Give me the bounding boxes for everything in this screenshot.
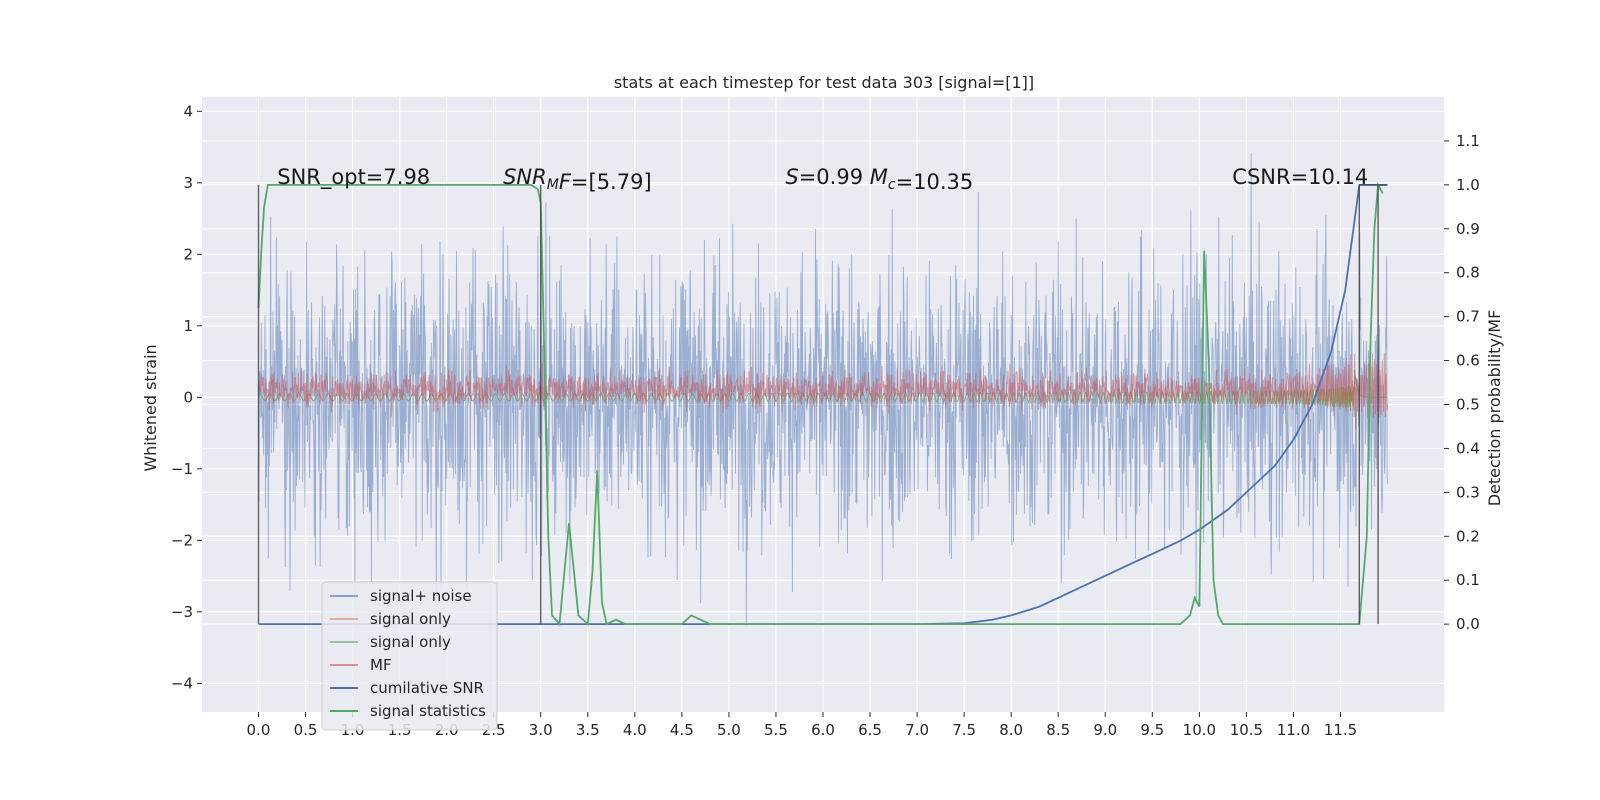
- legend: signal+ noise signal only signal only MF cum…: [321, 581, 498, 731]
- series-layer: [257, 153, 1388, 627]
- y-tick-label: −1: [171, 460, 193, 478]
- x-tick-label: 11.0: [1277, 721, 1310, 739]
- legend-entry: MF: [370, 656, 392, 674]
- x-tick-label: 4.5: [670, 721, 694, 739]
- y-tick-label: 4: [183, 102, 193, 120]
- series-signal-statistics: [257, 181, 1384, 627]
- legend-entry: cumilative SNR: [370, 679, 484, 697]
- x-tick-label: 4.0: [623, 721, 647, 739]
- x-tick-label: 8.5: [1046, 721, 1070, 739]
- legend-entry: signal statistics: [370, 702, 486, 720]
- annotation: SNRMF=[5.79]: [503, 165, 652, 194]
- legend-entry: signal only: [370, 633, 451, 651]
- x-tick-label: 10.5: [1230, 721, 1263, 739]
- annotation: CSNR=10.14: [1232, 165, 1368, 189]
- y2-tick-label: 0.8: [1456, 264, 1480, 282]
- y-tick-label: 3: [183, 174, 193, 192]
- series-signal-only: [258, 369, 1388, 417]
- x-tick-label: 3.0: [529, 721, 553, 739]
- annotation: S=0.99 Mc=10.35: [785, 165, 973, 194]
- y2-tick-label: 0.2: [1456, 527, 1480, 545]
- x-tick-label: 6.5: [858, 721, 882, 739]
- x-tick-label: 0.5: [294, 721, 318, 739]
- y2-axis-label: Detection probability/MF: [1485, 310, 1504, 507]
- series-cumilative-snr: [258, 184, 1388, 625]
- annotation: SNR_opt=7.98: [277, 165, 430, 190]
- y2-tick-label: 0.4: [1456, 439, 1480, 457]
- x-tick-label: 3.5: [576, 721, 600, 739]
- y-tick-label: 1: [183, 317, 193, 335]
- annotations: SNR_opt=7.98 SNRMF=[5.79] S=0.99 Mc=10.35 C…: [277, 165, 1368, 194]
- x-tick-label: 7.5: [952, 721, 976, 739]
- y2-tick-label: 1.0: [1456, 176, 1480, 194]
- y-tick-label: −2: [171, 531, 193, 549]
- y2-tick-label: 0.5: [1456, 396, 1480, 414]
- x-tick-label: 8.0: [999, 721, 1023, 739]
- legend-entry: signal+ noise: [370, 587, 472, 605]
- y2-tick-label: 0.1: [1456, 571, 1480, 589]
- y-axis-label: Whitened strain: [141, 344, 160, 471]
- x-tick-label: 11.5: [1324, 721, 1357, 739]
- x-tick-label: 9.5: [1140, 721, 1164, 739]
- y2-tick-label: 0.7: [1456, 308, 1480, 326]
- y2-tick-label: 0.3: [1456, 483, 1480, 501]
- chart-title: stats at each timestep for test data 303…: [614, 73, 1034, 92]
- y2-tick-label: 0.0: [1456, 615, 1480, 633]
- y-tick-label: −3: [171, 603, 193, 621]
- x-tick-label: 10.0: [1183, 721, 1216, 739]
- y2-tick-label: 0.9: [1456, 220, 1480, 238]
- series-mf: [258, 352, 1388, 430]
- series-signal-noise: [258, 153, 1388, 626]
- x-tick-label: 0.0: [247, 721, 271, 739]
- axes: 0.00.51.01.52.02.53.03.54.04.55.05.56.06…: [171, 102, 1480, 739]
- y-tick-label: −4: [171, 674, 193, 692]
- y2-tick-label: 1.1: [1456, 132, 1480, 150]
- x-tick-label: 9.0: [1093, 721, 1117, 739]
- x-tick-label: 5.0: [717, 721, 741, 739]
- y2-tick-label: 0.6: [1456, 352, 1480, 370]
- x-tick-label: 5.5: [764, 721, 788, 739]
- x-tick-label: 6.0: [811, 721, 835, 739]
- legend-entry: signal only: [370, 610, 451, 628]
- x-tick-label: 7.0: [905, 721, 929, 739]
- y-tick-label: 2: [183, 245, 193, 263]
- y-tick-label: 0: [183, 388, 193, 406]
- legend-box: [321, 581, 498, 731]
